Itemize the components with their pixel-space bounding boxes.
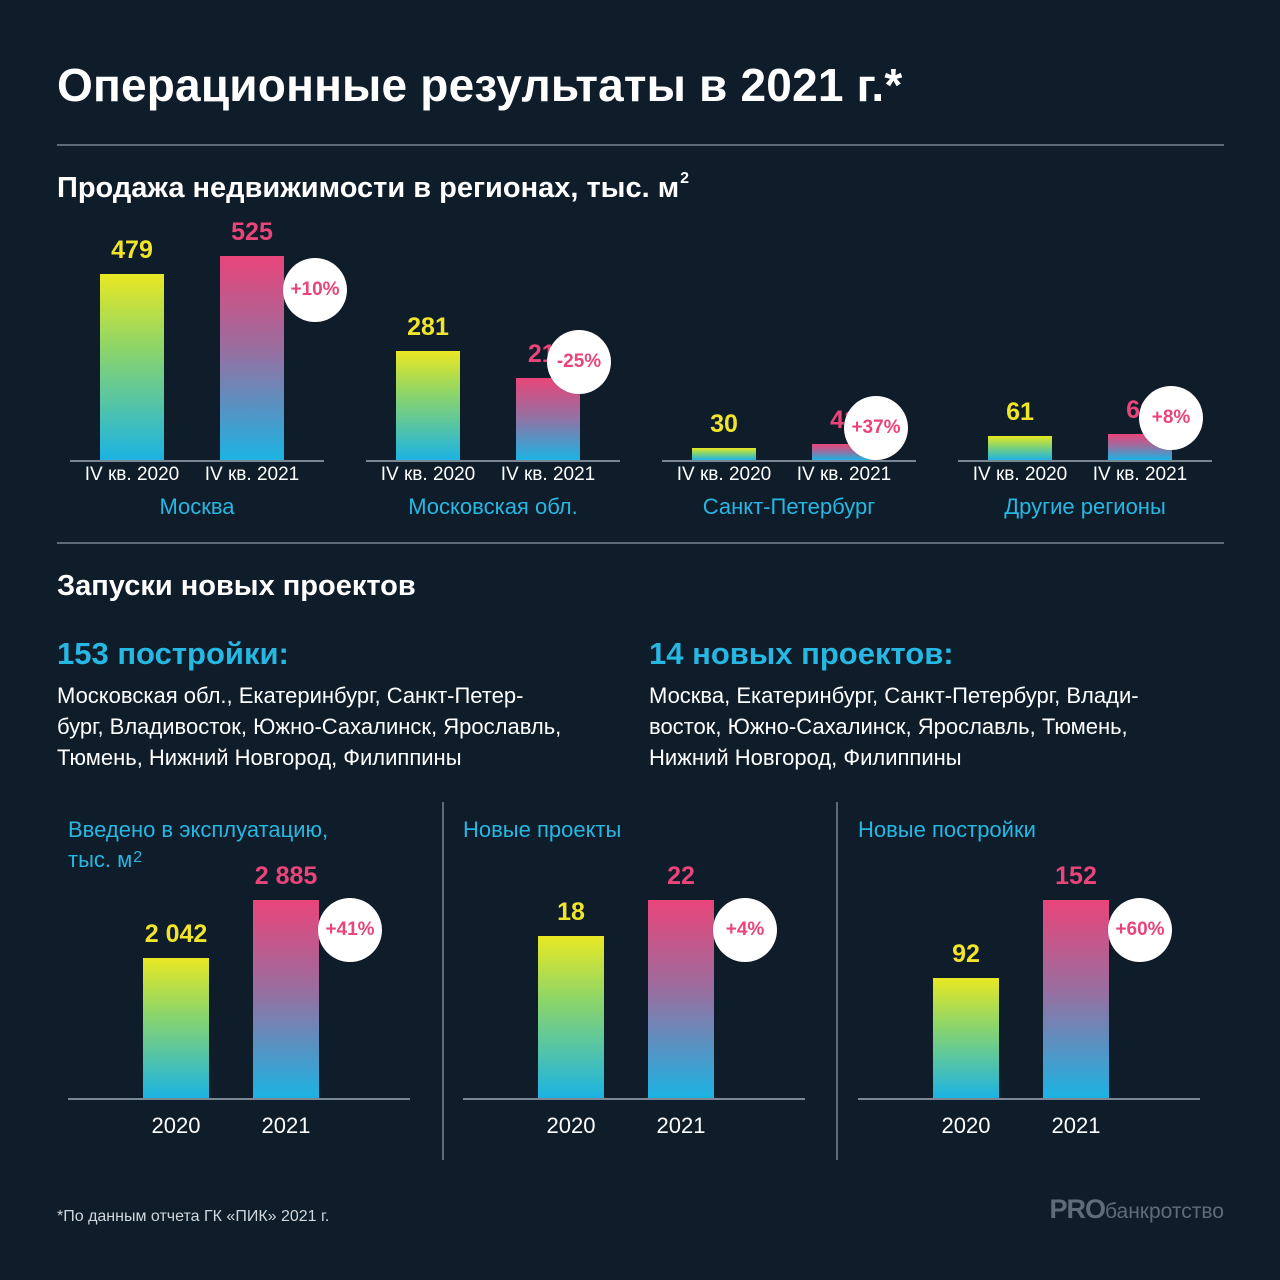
region-label: Санкт-Петербург (702, 494, 876, 519)
axis-baseline (68, 1098, 410, 1100)
value-label: 281 (407, 312, 449, 341)
footnote: *По данным отчета ГК «ПИК» 2021 г. (57, 1208, 330, 1225)
year-label: 2020 (151, 1113, 201, 1138)
value-label: 92 (952, 940, 980, 969)
year-label: 2021 (261, 1113, 311, 1138)
axis-baseline (70, 460, 324, 462)
bar-2020 (143, 957, 209, 1098)
change-badge: +4% (713, 898, 777, 962)
panel-title: Новые проекты (463, 815, 823, 845)
bar-2020 (396, 350, 460, 460)
panel-title: Введено в эксплуатацию, тыс. м2 (68, 815, 428, 875)
change-badge: -25% (547, 330, 611, 394)
panel-title-line: Новые постройки (858, 817, 1036, 842)
period-label: IV кв. 2021 (204, 464, 300, 485)
axis-baseline (463, 1098, 805, 1100)
period-label: IV кв. 2021 (1092, 464, 1188, 485)
period-label: IV кв. 2021 (500, 464, 596, 485)
projects-locations-line: Нижний Новгород, Филиппины (649, 745, 962, 770)
value-label: 2 885 (254, 862, 318, 890)
change-badge: +10% (283, 258, 347, 322)
buildings-locations-line: Тюмень, Нижний Новгород, Филиппины (57, 745, 462, 770)
value-label: 61 (1006, 398, 1034, 427)
value-label: 30 (710, 410, 738, 439)
value-label: 2 042 (144, 919, 208, 948)
change-badge: +41% (318, 898, 382, 962)
page-title: Операционные результаты в 2021 г.* (57, 59, 903, 111)
value-label: 22 (667, 862, 695, 890)
panel-title-line: Введено в эксплуатацию, (68, 817, 329, 842)
change-badge: +37% (844, 396, 908, 461)
bar-2020 (933, 978, 999, 1098)
panel-title: Новые постройки (858, 815, 1218, 845)
year-label: 2020 (941, 1113, 991, 1138)
brand-logo-bold: PRO (1049, 1194, 1106, 1224)
projects-locations: Москва, Екатеринбург, Санкт-Петербург, В… (649, 680, 1239, 773)
region-label: Московская обл. (408, 494, 578, 519)
value-label: 525 (231, 218, 273, 246)
bar-2021 (648, 900, 714, 1098)
launches-section-title: Запуски новых проектов (57, 570, 416, 602)
axis-baseline (858, 1098, 1200, 1100)
change-badge: +8% (1139, 386, 1203, 451)
panel-divider (442, 802, 444, 1160)
sales-section-title: Продажа недвижимости в регионах, тыс. м2 (57, 170, 690, 205)
brand-logo: PROбанкротство (1049, 1194, 1224, 1225)
bar-2021 (1043, 900, 1109, 1098)
year-label: 2020 (546, 1113, 596, 1138)
period-label: IV кв. 2020 (676, 464, 772, 485)
bar-2020 (988, 436, 1052, 460)
axis-baseline (662, 460, 916, 462)
bar-2021 (220, 256, 284, 460)
projects-locations-line: Москва, Екатеринбург, Санкт-Петербург, В… (649, 683, 1139, 708)
year-label: 2021 (1051, 1113, 1101, 1138)
buildings-count-heading: 153 постройки: (57, 636, 289, 671)
panel-title-unit: тыс. м (68, 847, 133, 872)
bar-2020 (692, 448, 756, 460)
period-label: IV кв. 2021 (796, 464, 892, 485)
bar-2021 (253, 900, 319, 1098)
sales-title-text: Продажа недвижимости в регионах, тыс. м (57, 172, 680, 204)
projects-count-heading: 14 новых проектов: (649, 636, 954, 671)
value-label: 152 (1055, 862, 1097, 890)
buildings-locations-line: Московская обл., Екатеринбург, Санкт-Пет… (57, 683, 524, 708)
sales-title-sup: 2 (680, 170, 690, 187)
buildings-locations-line: бург, Владивосток, Южно-Сахалинск, Яросл… (57, 714, 562, 739)
panel-divider (836, 802, 838, 1160)
year-label: 2021 (656, 1113, 706, 1138)
section-divider (57, 542, 1224, 544)
change-badge: +60% (1108, 898, 1172, 962)
region-label: Москва (159, 494, 235, 519)
panel-title-sup: 2 (133, 849, 143, 866)
projects-locations-line: восток, Южно-Сахалинск, Ярославль, Тюмен… (649, 714, 1128, 739)
axis-baseline (958, 460, 1212, 462)
brand-logo-rest: банкротство (1104, 1200, 1224, 1223)
period-label: IV кв. 2020 (380, 464, 476, 485)
period-label: IV кв. 2020 (84, 464, 180, 485)
value-label: 18 (557, 898, 585, 926)
bar-2020 (100, 273, 164, 460)
bar-2020 (538, 936, 604, 1098)
panel-title-line: тыс. м2 (68, 845, 428, 875)
title-divider (57, 144, 1224, 146)
axis-baseline (366, 460, 620, 462)
period-label: IV кв. 2020 (972, 464, 1068, 485)
buildings-locations: Московская обл., Екатеринбург, Санкт-Пет… (57, 680, 647, 773)
value-label: 479 (111, 235, 153, 264)
panel-title-line: Новые проекты (463, 817, 622, 842)
region-label: Другие регионы (1004, 494, 1166, 519)
